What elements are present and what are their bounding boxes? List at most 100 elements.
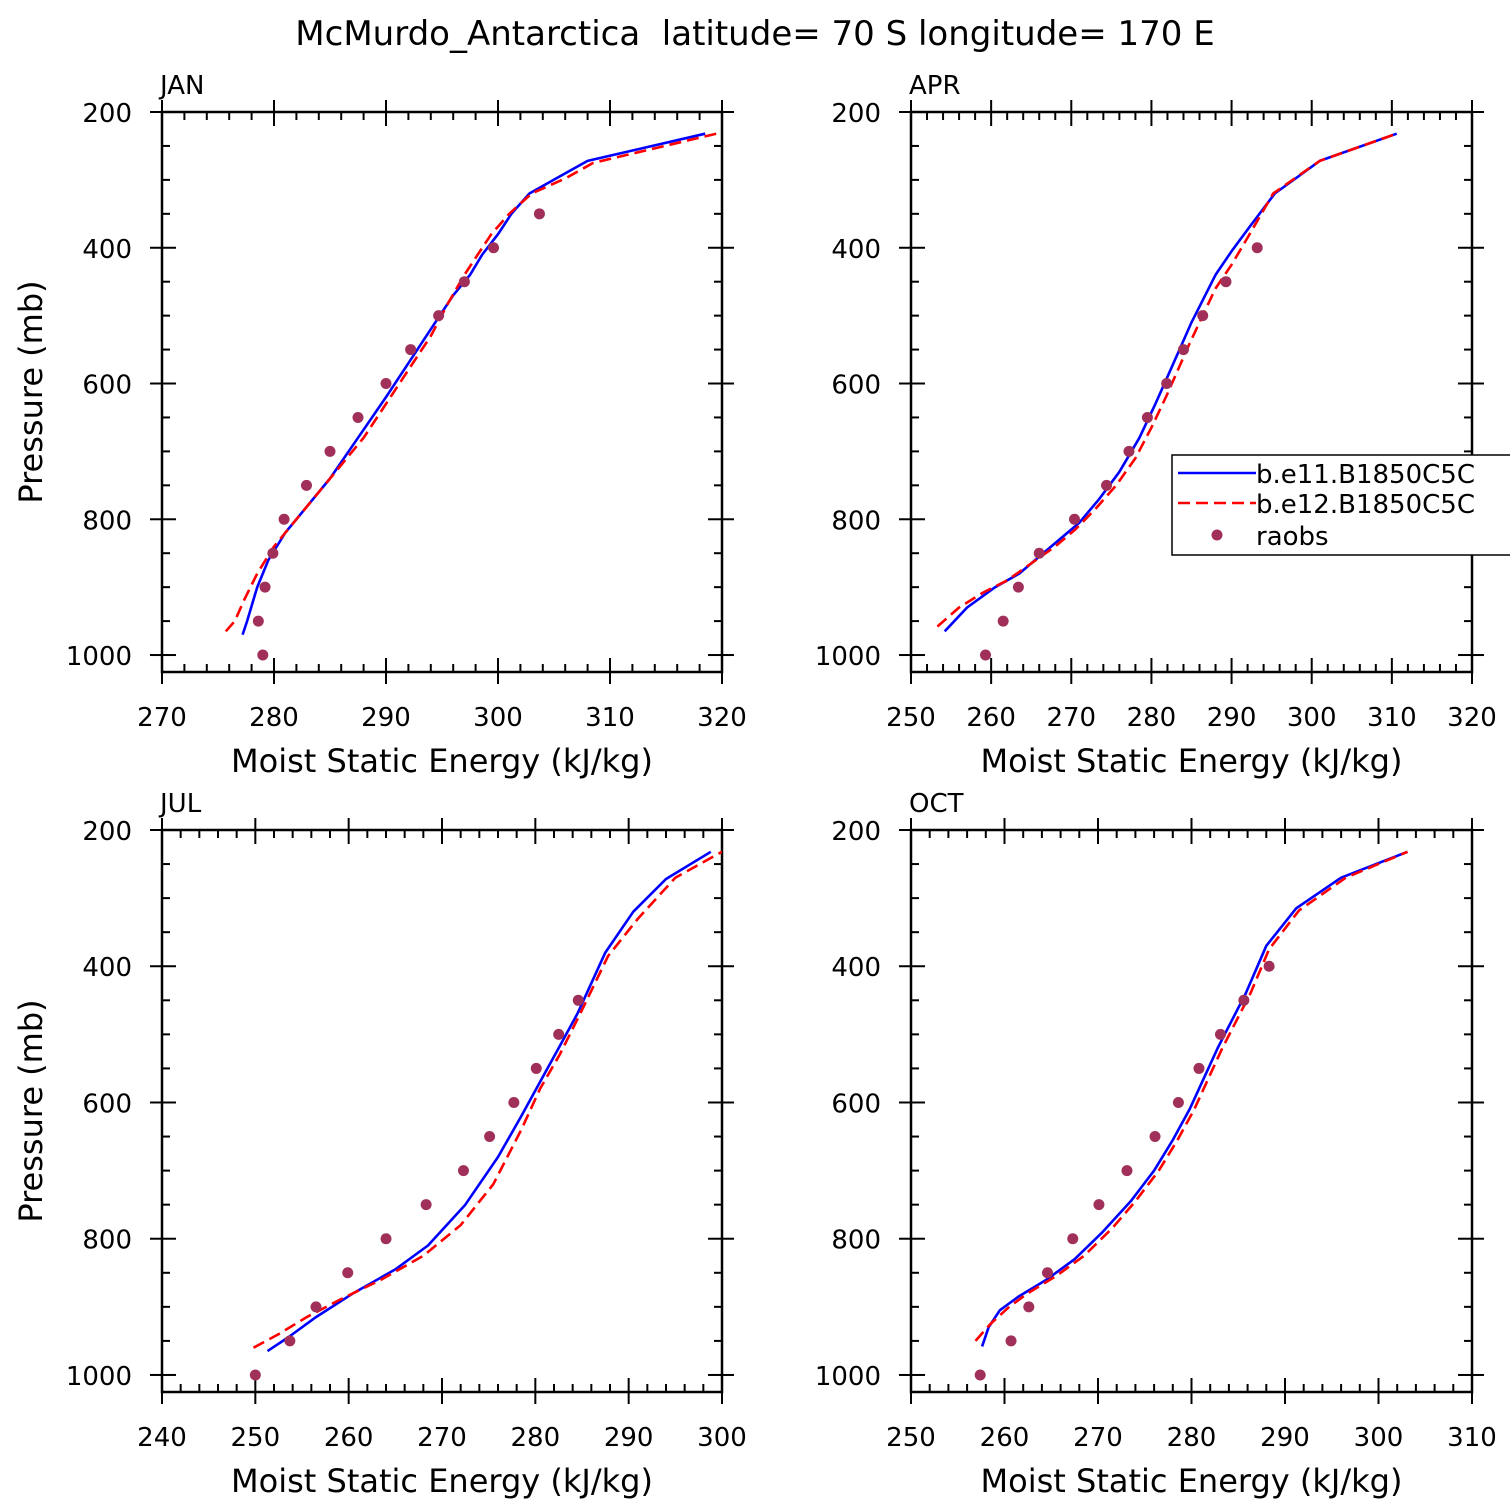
raobs-point xyxy=(380,1233,392,1245)
y-tick-label: 800 xyxy=(831,506,881,536)
y-axis-label: Pressure (mb) xyxy=(12,280,50,503)
x-tick-label: 300 xyxy=(697,1423,747,1453)
y-tick-label: 400 xyxy=(831,953,881,983)
x-tick-label: 270 xyxy=(137,703,187,733)
panel-apr: 250 260 270 280 290 300 310 320 200 400 600 800 1000… xyxy=(815,71,1510,780)
raobs-point xyxy=(342,1267,354,1279)
raobs-point xyxy=(1177,344,1189,356)
raobs-point xyxy=(420,1199,432,1211)
raobs-point xyxy=(1042,1267,1054,1279)
panels: 270 280 290 300 310 320 200 400 600 800 1000 JAN Moi… xyxy=(12,71,1510,1500)
panel-label: JUL xyxy=(158,789,202,819)
panel-label: JAN xyxy=(158,71,204,101)
raobs-point xyxy=(300,479,312,491)
x-axis-label: Moist Static Energy (kJ/kg) xyxy=(231,742,653,780)
raobs-point xyxy=(1214,1028,1226,1040)
series-line-e12 xyxy=(224,132,717,633)
x-tick-label: 260 xyxy=(324,1423,374,1453)
raobs-point xyxy=(267,547,279,559)
raobs-point xyxy=(1005,1335,1017,1347)
plot-area xyxy=(249,850,722,1381)
x-tick-label: 250 xyxy=(886,703,936,733)
y-tick-label: 800 xyxy=(82,1226,132,1256)
raobs-point xyxy=(1161,378,1173,390)
raobs-point xyxy=(1012,581,1024,593)
legend-swatch-raobs xyxy=(1211,529,1223,541)
plot-area xyxy=(224,132,717,661)
x-tick-label: 300 xyxy=(1354,1423,1404,1453)
y-tick-label: 1000 xyxy=(815,1362,881,1392)
y-tick-label: 600 xyxy=(82,1089,132,1119)
raobs-point xyxy=(1197,310,1209,322)
raobs-point xyxy=(405,344,417,356)
raobs-point xyxy=(252,615,264,627)
raobs-point xyxy=(488,242,500,254)
series-line-e11 xyxy=(266,850,712,1353)
y-tick-label: 400 xyxy=(82,235,132,265)
plot-frame xyxy=(909,828,1474,1394)
y-tick-label: 200 xyxy=(82,817,132,847)
x-tick-label: 250 xyxy=(886,1423,936,1453)
series-line-e11 xyxy=(980,850,1408,1347)
raobs-point xyxy=(1149,1131,1161,1143)
raobs-point xyxy=(1068,513,1080,525)
raobs-point xyxy=(1023,1301,1035,1313)
raobs-point xyxy=(324,445,336,457)
x-tick-label: 280 xyxy=(511,1423,561,1453)
raobs-point xyxy=(284,1335,296,1347)
raobs-point xyxy=(553,1028,565,1040)
plot-frame xyxy=(160,110,724,674)
raobs-point xyxy=(433,310,445,322)
x-tick-label: 320 xyxy=(1447,703,1497,733)
raobs-point xyxy=(352,411,364,423)
series-line-e11 xyxy=(943,132,1398,633)
raobs-point xyxy=(249,1369,261,1381)
panel-jan: 270 280 290 300 310 320 200 400 600 800 1000 JAN Moi… xyxy=(12,71,747,780)
x-tick-label: 300 xyxy=(1287,703,1337,733)
raobs-point xyxy=(278,513,290,525)
raobs-point xyxy=(257,649,269,661)
raobs-point xyxy=(380,378,392,390)
x-tick-label: 300 xyxy=(473,703,523,733)
y-axis-label: Pressure (mb) xyxy=(12,999,50,1222)
raobs-point xyxy=(508,1096,520,1108)
x-tick-label: 290 xyxy=(604,1423,654,1453)
x-axis-label: Moist Static Energy (kJ/kg) xyxy=(231,1462,653,1500)
x-tick-label: 280 xyxy=(1167,1423,1217,1453)
raobs-point xyxy=(530,1062,542,1074)
series-line-e12 xyxy=(936,132,1398,628)
x-tick-label: 290 xyxy=(1260,1423,1310,1453)
x-tick-label: 320 xyxy=(697,703,747,733)
legend-box xyxy=(1171,454,1510,556)
panel-label: OCT xyxy=(909,789,964,819)
y-tick-label: 600 xyxy=(831,1089,881,1119)
raobs-point xyxy=(1093,1199,1105,1211)
y-tick-label: 800 xyxy=(831,1226,881,1256)
plot-area xyxy=(974,850,1409,1381)
raobs-point xyxy=(1238,994,1250,1006)
y-tick-label: 1000 xyxy=(815,642,881,672)
raobs-point xyxy=(458,276,470,288)
raobs-point xyxy=(1141,411,1153,423)
y-tick-label: 600 xyxy=(82,371,132,401)
x-tick-label: 290 xyxy=(1207,703,1257,733)
x-tick-label: 280 xyxy=(1127,703,1177,733)
y-tick-label: 1000 xyxy=(66,642,132,672)
raobs-point xyxy=(1251,242,1263,254)
series-line-e11 xyxy=(241,132,706,636)
legend-label: b.e12.B1850C5C xyxy=(1256,490,1475,520)
raobs-point xyxy=(1172,1096,1184,1108)
raobs-point xyxy=(1263,960,1275,972)
x-tick-label: 250 xyxy=(231,1423,281,1453)
plot-area xyxy=(936,132,1398,661)
series-line-e12 xyxy=(974,850,1409,1342)
x-tick-label: 260 xyxy=(980,1423,1030,1453)
y-tick-label: 1000 xyxy=(66,1362,132,1392)
y-tick-label: 800 xyxy=(82,506,132,536)
y-tick-label: 600 xyxy=(831,371,881,401)
raobs-point xyxy=(997,615,1009,627)
figure-title: McMurdo_Antarctica latitude= 70 S longit… xyxy=(295,14,1214,54)
panel-jul: 240 250 260 270 280 290 300 200 400 600 800 1000 JUL… xyxy=(12,789,747,1500)
